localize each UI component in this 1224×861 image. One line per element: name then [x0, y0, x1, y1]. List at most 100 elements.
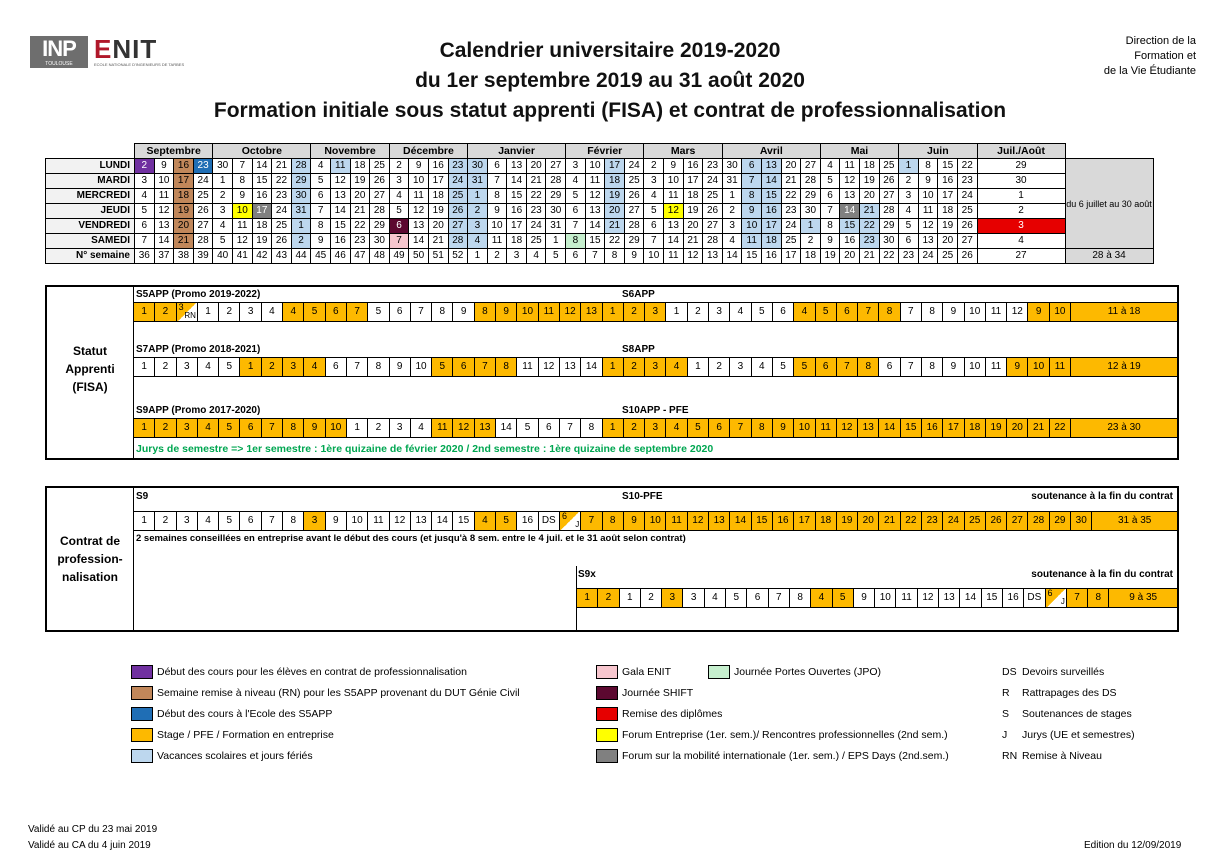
day-cell: 28 — [702, 233, 723, 249]
day-cell: 25 — [937, 248, 958, 264]
legend-item: Gala ENIT — [596, 665, 671, 679]
week-cell: 8 — [282, 419, 304, 437]
week-range-cell: 23 à 30 — [1070, 419, 1177, 437]
day-cell: 7 — [134, 233, 155, 249]
day-cell: 14 — [251, 158, 273, 174]
contrat-label-line: profession- — [57, 552, 123, 566]
week-cell: 1 — [601, 358, 623, 376]
fisa-label-line: (FISA) — [72, 380, 108, 394]
month-header: Juil./Août — [976, 143, 1066, 159]
day-cell: 18 — [173, 188, 194, 204]
day-cell: 11 — [486, 233, 508, 249]
week-cell: 10 — [1048, 303, 1071, 321]
week-cell: 9 — [303, 419, 325, 437]
day-cell: 16 — [839, 233, 860, 249]
legend-text: Début des cours pour les élèves en contr… — [157, 666, 467, 678]
day-cell: 43 — [271, 248, 292, 264]
week-cell: 2 — [708, 358, 729, 376]
day-cell: 3 — [388, 173, 410, 189]
legend-swatch — [596, 749, 618, 763]
week-cell: 9 — [495, 303, 517, 321]
week-cell: 3 — [282, 358, 304, 376]
month-header: Décembre — [388, 143, 469, 159]
fisa-label: Statut Apprenti (FISA) — [47, 342, 133, 396]
week-cell: 4 — [729, 303, 750, 321]
fisa-label-line: Statut — [73, 344, 107, 358]
week-cell: 5 — [218, 358, 239, 376]
legend-text: Vacances scolaires et jours fériés — [157, 750, 313, 762]
day-cell: 30 — [369, 233, 390, 249]
day-cell: 3 — [721, 218, 743, 234]
week-cell: 6 — [835, 303, 858, 321]
day-cell: 23 — [192, 158, 214, 174]
day-cell: 19 — [427, 203, 449, 219]
day-cell: 28 — [800, 173, 821, 189]
legend-item-jpo: Journée Portes Ouvertes (JPO) — [708, 665, 881, 679]
week-cell: 16 — [516, 512, 537, 530]
week-cell: 6 — [771, 303, 793, 321]
day-cell: 1 — [976, 188, 1066, 204]
week-cell: 2 — [639, 589, 661, 607]
day-cell: 24 — [917, 248, 939, 264]
day-cell: 22 — [956, 158, 978, 174]
week-cell: 5 — [218, 512, 239, 530]
week-cell: 1 — [618, 589, 640, 607]
week-cell: 1 — [133, 303, 155, 321]
day-cell: 18 — [506, 233, 527, 249]
week-cell-row: 1 2 3 4 5 1 2 3 4 6 7 8 9 10 5 6 7 8 11 12 13 14 1 2 3 4 1 2 3 4 5 5 6 7 8… — [133, 357, 1177, 377]
day-cell: 4 — [898, 203, 919, 219]
day-cell: 22 — [878, 248, 900, 264]
day-cell: 23 — [525, 203, 547, 219]
day-cell: 30 — [212, 158, 233, 174]
day-cell: 14 — [584, 218, 606, 234]
legend-item: Forum sur la mobilité internationale (1e… — [596, 749, 949, 763]
week-cell: 16 — [771, 512, 794, 530]
week-cell: 5 — [516, 419, 537, 437]
day-cell: 27 — [545, 158, 567, 174]
week-cell: 13 — [708, 512, 730, 530]
day-cell: 36 — [134, 248, 155, 264]
day-cell: 11 — [329, 158, 351, 174]
week-cell: 6 — [814, 358, 836, 376]
day-cell: 3 — [898, 188, 919, 204]
day-cell: 14 — [506, 173, 527, 189]
day-cell: 46 — [329, 248, 351, 264]
legend-swatch — [596, 707, 618, 721]
header-blank — [46, 144, 135, 159]
week-cell: 3 — [303, 512, 325, 530]
day-cell: 13 — [917, 233, 939, 249]
day-cell: 18 — [349, 158, 371, 174]
day-cell: 16 — [761, 248, 782, 264]
day-cell: 10 — [231, 203, 253, 219]
week-cell: 4 — [196, 512, 218, 530]
day-cell: 17 — [173, 173, 194, 189]
legend-abbr: DS — [1002, 666, 1017, 678]
week-cell: 10 — [644, 512, 666, 530]
day-cell: 14 — [663, 233, 684, 249]
day-cell: 4 — [976, 233, 1066, 249]
day-cell: 2 — [212, 188, 233, 204]
month-header: Janvier — [467, 143, 567, 159]
legend-item: Début des cours à l'Ecole des S5APP — [131, 707, 332, 721]
day-cell: 4 — [134, 188, 155, 204]
legend-item: Forum Entreprise (1er. sem.)/ Rencontres… — [596, 728, 948, 742]
day-cell: 12 — [231, 233, 253, 249]
day-cell: 22 — [271, 173, 292, 189]
legend-swatch — [131, 665, 153, 679]
day-cell: 21 — [349, 203, 371, 219]
week-cell: 9 — [942, 358, 963, 376]
week-cell: 10 — [963, 303, 985, 321]
day-cell: 4 — [565, 173, 586, 189]
contrat-label-line: nalisation — [61, 570, 118, 584]
day-cell: 13 — [839, 188, 860, 204]
day-cell: 2 — [134, 158, 155, 174]
day-cell: 4 — [819, 158, 841, 174]
day-cell: 1 — [467, 188, 488, 204]
week-cell: 7 — [473, 358, 496, 376]
day-cell: 10 — [643, 248, 665, 264]
week-cell: 1 — [133, 419, 155, 437]
week-cell: 6 — [388, 303, 410, 321]
day-cell: 12 — [682, 248, 704, 264]
month-header: Mars — [643, 143, 723, 159]
